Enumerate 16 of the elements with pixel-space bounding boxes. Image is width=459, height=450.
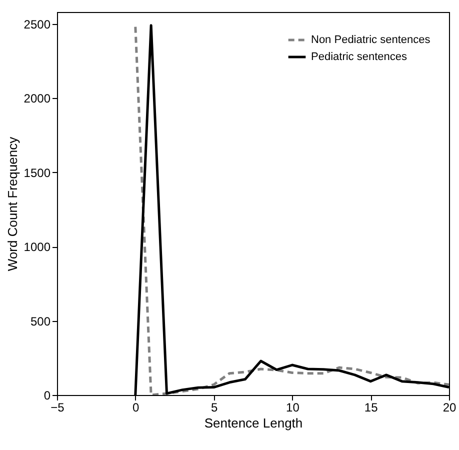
x-tick-label: 15 xyxy=(364,400,378,414)
x-axis-title: Sentence Length xyxy=(204,416,303,430)
x-tick-label: 0 xyxy=(132,400,140,414)
y-axis-title: Word Count Frequency xyxy=(4,136,20,272)
y-tick-label: 1500 xyxy=(24,166,51,180)
y-tick-label: 0 xyxy=(44,388,51,402)
legend-label: Non Pediatric sentences xyxy=(311,34,431,46)
x-tick-label: 20 xyxy=(442,400,456,414)
x-tick-label: 10 xyxy=(286,400,300,414)
x-tick-label: 5 xyxy=(210,400,218,414)
y-tick-label: 1000 xyxy=(24,240,51,254)
y-tick-label: 2000 xyxy=(24,92,51,106)
y-tick-label: 2500 xyxy=(24,17,51,32)
y-tick-label: 500 xyxy=(30,314,51,328)
legend-label: Pediatric sentences xyxy=(311,51,408,63)
x-tick-label: −5 xyxy=(50,400,65,414)
